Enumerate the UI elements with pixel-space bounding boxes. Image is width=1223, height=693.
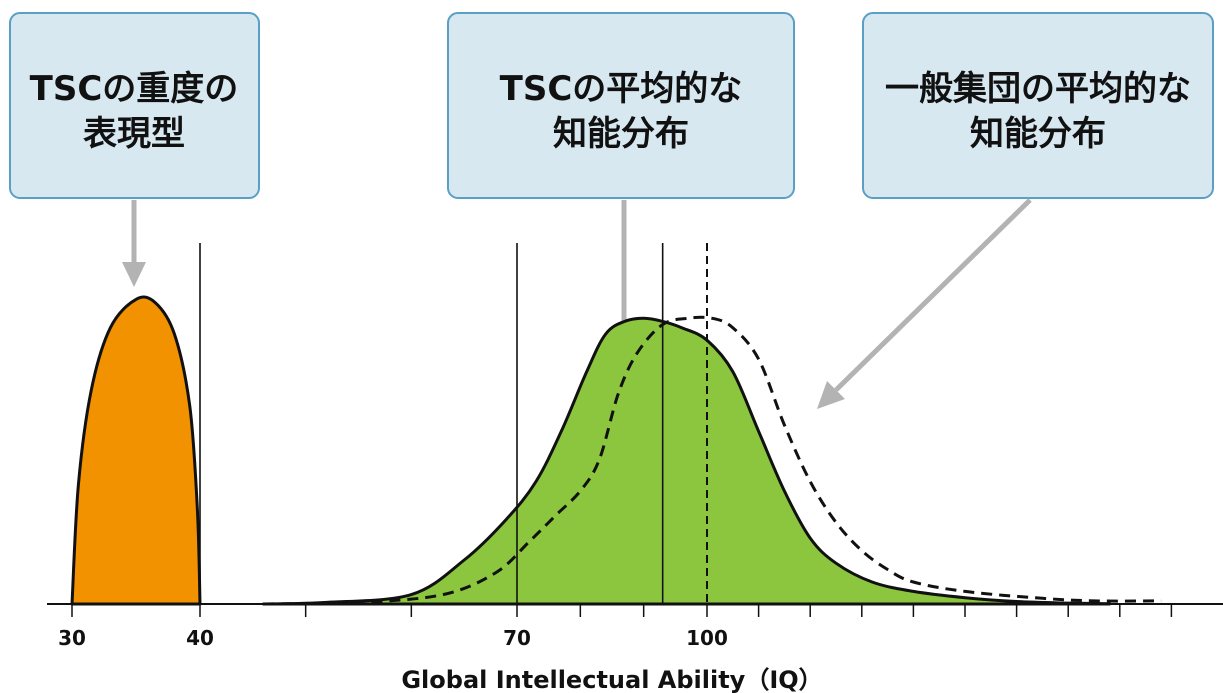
reference-lines [199, 243, 708, 604]
x-axis-tick-labels: 30 40 70 100 [58, 626, 728, 650]
callout-severe: TSCの重度の 表現型 [9, 12, 260, 199]
callout-general-line2: 知能分布 [970, 114, 1106, 154]
callout-tsc-mean-line1: TSCの平均的な [500, 69, 743, 109]
callout-general-line1: 一般集団の平均的な [885, 69, 1191, 109]
x-axis-ticks [71, 604, 1173, 617]
arrow-severe-head [122, 262, 146, 287]
x-tick-label-70: 70 [503, 626, 531, 650]
callout-severe-line1: TSCの重度の [30, 69, 239, 109]
series-layer [70, 295, 1162, 606]
x-tick-label-40: 40 [186, 626, 214, 650]
arrow-general-head [817, 381, 845, 409]
series-general-population [263, 315, 1162, 606]
callout-arrows [122, 198, 1032, 409]
callout-tsc-mean: TSCの平均的な 知能分布 [447, 12, 795, 199]
callout-tsc-mean-line2: 知能分布 [553, 114, 689, 154]
callout-severe-box [9, 12, 260, 199]
series-severe-phenotype [70, 295, 202, 606]
callout-general-box [862, 12, 1214, 199]
x-axis-title: Global Intellectual Ability（IQ） [401, 666, 822, 693]
x-tick-label-100: 100 [686, 626, 728, 650]
callout-severe-line2: 表現型 [83, 114, 185, 154]
arrow-general [834, 198, 1032, 392]
x-tick-label-30: 30 [58, 626, 86, 650]
callout-tsc-mean-box [447, 12, 795, 199]
callout-general: 一般集団の平均的な 知能分布 [862, 12, 1214, 199]
series-tsc-mean [261, 316, 1111, 606]
